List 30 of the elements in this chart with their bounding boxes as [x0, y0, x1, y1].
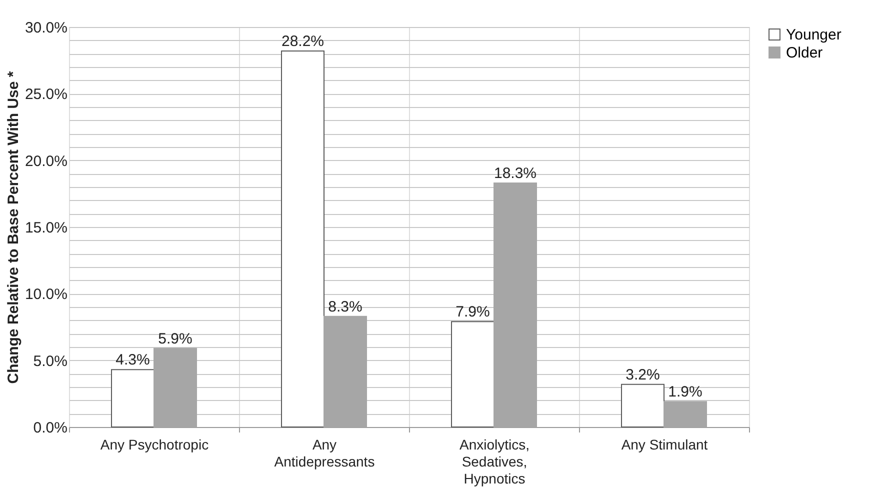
x-tick-label: Any Antidepressants [274, 436, 375, 470]
y-tick-label: 0.0% [33, 420, 68, 436]
data-label: 18.3% [494, 165, 537, 182]
bar [281, 50, 324, 428]
x-tick-label: Any Psychotropic [100, 436, 209, 452]
bar [494, 182, 537, 428]
y-tick-label: 30.0% [24, 20, 68, 36]
data-label: 1.9% [668, 384, 702, 401]
bar [664, 401, 707, 428]
data-label: 8.3% [328, 298, 362, 316]
y-tick-label: 10.0% [24, 286, 68, 304]
data-label: 28.2% [281, 33, 324, 50]
legend-label: Younger [786, 26, 842, 44]
y-tick-label: 25.0% [24, 86, 68, 104]
data-label: 4.3% [116, 352, 150, 369]
data-label: 5.9% [158, 330, 192, 348]
y-tick-label: 20.0% [24, 152, 68, 170]
bar [451, 321, 494, 428]
bar [154, 348, 197, 428]
x-tick-label: Any Stimulant [621, 436, 708, 452]
x-tick-label: Anxiolytics, Sedatives, Hypnotics [459, 436, 530, 486]
bar [111, 369, 154, 428]
legend-label: Older [786, 44, 823, 62]
y-tick-label: 5.0% [33, 352, 68, 370]
y-axis-title: Change Relative to Base Percent With Use * [4, 71, 22, 384]
data-label: 3.2% [626, 366, 660, 384]
bar [621, 384, 664, 428]
data-label: 7.9% [456, 304, 490, 321]
y-tick-label: 15.0% [24, 220, 68, 236]
bar [324, 316, 367, 428]
